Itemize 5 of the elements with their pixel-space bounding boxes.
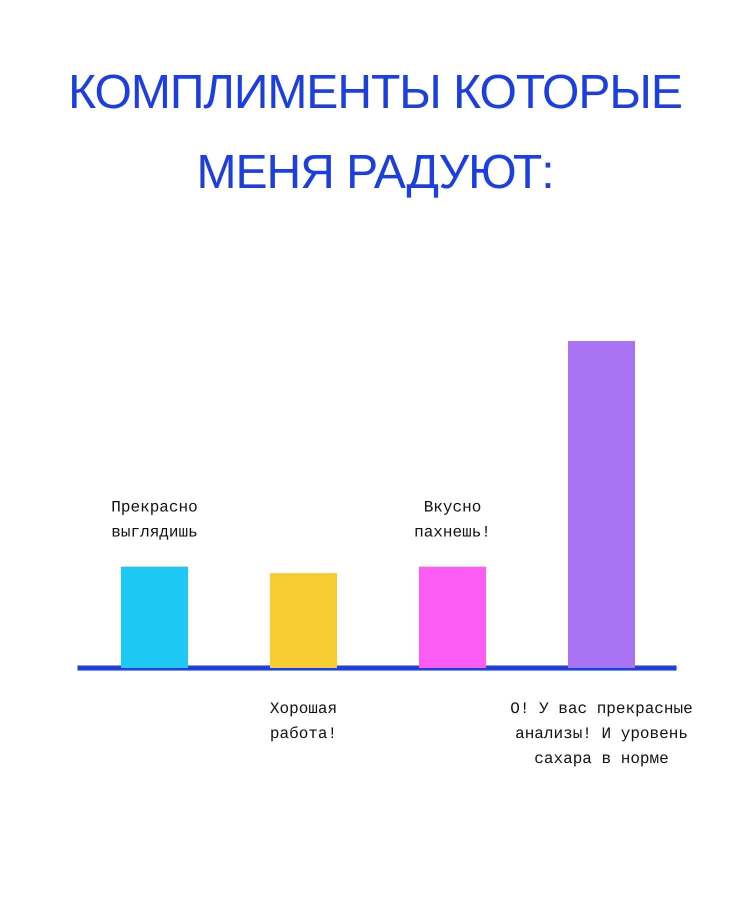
x-tick-label: Вкусно пахнешь! [414,498,491,542]
x-tick-label: Хорошая работа! [270,700,338,743]
x-tick-label: Прекрасно выглядишь [111,498,198,542]
x-tick-label: О! У вас прекрасные анализы! И уровень сахара в норме [510,700,693,768]
chart-title: КОМПЛИМЕНТЫ КОТОРЫЕ МЕНЯ РАДУЮТ: [67,65,683,201]
